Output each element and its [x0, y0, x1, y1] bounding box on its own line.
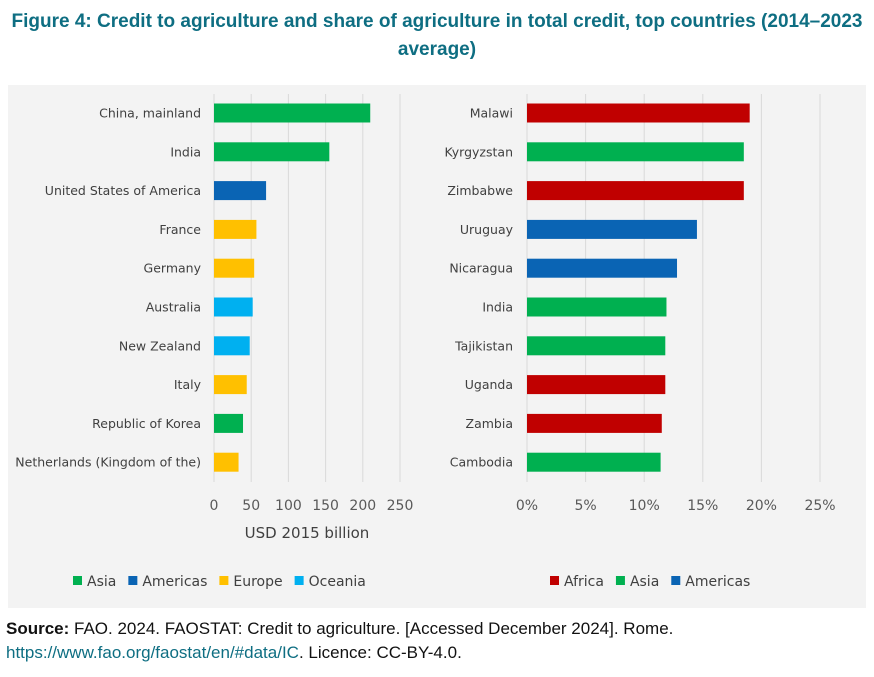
credit-x-tick-label: 200	[349, 498, 376, 514]
source-note: Source: FAO. 2024. FAOSTAT: Credit to ag…	[6, 617, 866, 665]
credit-legend-label: Europe	[233, 574, 282, 590]
share-category-label: Tajikistan	[454, 338, 513, 353]
credit-bar	[214, 375, 247, 395]
figure-title: Figure 4: Credit to agriculture and shar…	[11, 11, 863, 60]
credit-x-tick-label: 250	[387, 498, 414, 514]
credit-category-label: India	[170, 144, 201, 159]
credit-category-label: Republic of Korea	[92, 416, 201, 431]
credit-x-tick-label: 50	[242, 498, 260, 514]
share-category-label: Malawi	[470, 106, 513, 121]
credit-category-label: France	[159, 222, 201, 237]
share-bar	[527, 375, 666, 395]
share-category-label: India	[482, 300, 513, 315]
share-legend-label: Americas	[685, 574, 750, 590]
credit-bar	[214, 452, 239, 472]
credit-legend-swatch	[219, 576, 229, 585]
credit-category-label: Netherlands (Kingdom of the)	[15, 455, 201, 470]
share-x-tick-label: 20%	[746, 498, 777, 514]
credit-category-label: Australia	[146, 300, 201, 315]
share-bar	[527, 258, 678, 278]
share-x-tick-label: 10%	[629, 498, 660, 514]
share-bar	[527, 181, 744, 201]
share-bar	[527, 336, 666, 356]
chart-panel	[8, 85, 866, 608]
share-legend-label: Africa	[564, 574, 604, 590]
credit-category-label: China, mainland	[99, 106, 201, 121]
credit-category-label: New Zealand	[119, 338, 201, 353]
credit-bar	[214, 219, 257, 239]
credit-bar	[214, 258, 255, 278]
credit-legend-swatch	[294, 576, 304, 585]
credit-bar	[214, 297, 253, 317]
share-bar	[527, 219, 697, 239]
credit-category-label: Germany	[144, 261, 202, 276]
credit-legend-label: Americas	[142, 574, 207, 590]
share-legend-swatch	[671, 576, 681, 585]
credit-bar	[214, 103, 371, 123]
source-text: FAO. 2024. FAOSTAT: Credit to agricultur…	[69, 619, 674, 638]
credit-x-axis-title: USD 2015 billion	[245, 524, 370, 542]
share-x-tick-label: 25%	[804, 498, 835, 514]
share-x-tick-label: 15%	[687, 498, 718, 514]
share-bar	[527, 103, 750, 123]
share-x-tick-label: 5%	[574, 498, 596, 514]
share-legend-swatch	[615, 576, 625, 585]
share-category-label: Cambodia	[450, 455, 513, 470]
credit-legend-label: Oceania	[309, 574, 366, 590]
credit-x-tick-label: 0	[210, 498, 219, 514]
share-category-label: Zambia	[466, 416, 513, 431]
source-link[interactable]: https://www.fao.org/faostat/en/#data/IC	[6, 643, 299, 662]
share-category-label: Uganda	[465, 377, 513, 392]
credit-x-tick-label: 150	[312, 498, 339, 514]
credit-bar	[214, 142, 330, 162]
share-category-label: Zimbabwe	[447, 183, 513, 198]
share-legend-swatch	[550, 576, 559, 585]
share-legend-label: Asia	[630, 574, 659, 590]
credit-x-tick-label: 100	[275, 498, 302, 514]
share-bar	[527, 452, 661, 472]
credit-legend-swatch	[73, 576, 82, 585]
credit-category-label: Italy	[174, 377, 202, 392]
source-licence: . Licence: CC-BY-4.0.	[298, 643, 462, 662]
credit-bar	[214, 413, 244, 433]
credit-bar	[214, 336, 250, 356]
share-category-label: Nicaragua	[449, 261, 513, 276]
credit-legend-swatch	[128, 576, 138, 585]
credit-category-label: United States of America	[45, 183, 201, 198]
share-x-tick-label: 0%	[516, 498, 538, 514]
credit-legend-label: Asia	[87, 574, 116, 590]
share-category-label: Kyrgyzstan	[445, 144, 514, 159]
share-bar	[527, 142, 744, 162]
share-category-label: Uruguay	[460, 222, 514, 237]
credit-bar	[214, 181, 267, 201]
source-label: Source:	[6, 619, 70, 638]
share-bar	[527, 413, 662, 433]
share-bar	[527, 297, 667, 317]
